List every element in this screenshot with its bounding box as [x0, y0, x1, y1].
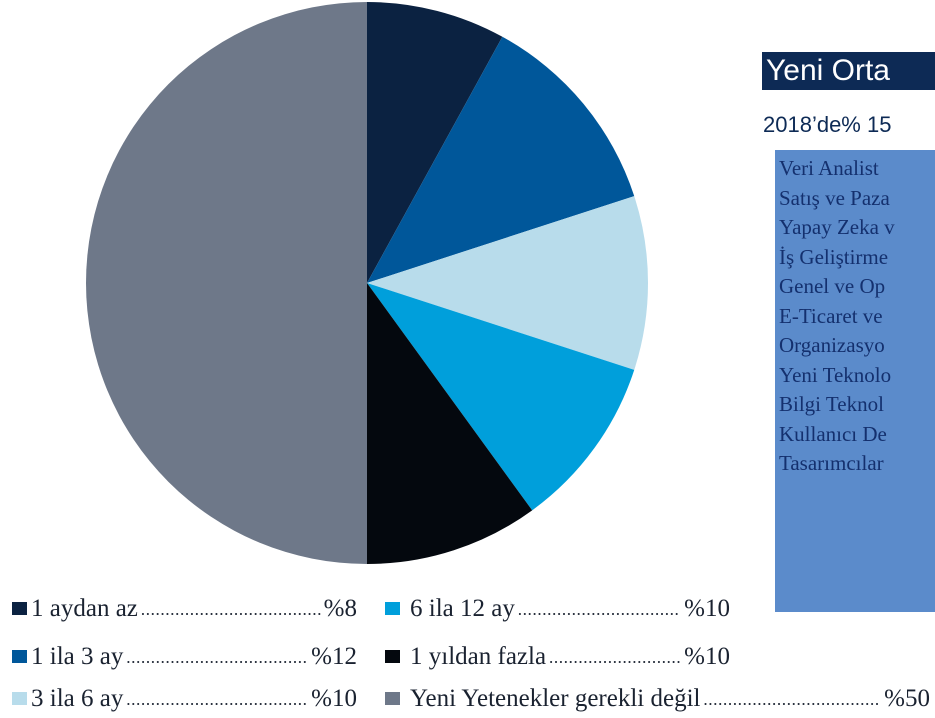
legend-value: %10 [684, 595, 730, 622]
legend-value: %8 [324, 595, 357, 622]
pie-slice [367, 2, 503, 283]
panel-item: Tasarımcılar [779, 451, 884, 475]
pie-slice [86, 2, 367, 564]
panel-subtitle: 2018’de% 15 [763, 112, 892, 137]
panel-item: Yapay Zeka v [779, 215, 895, 239]
legend-swatch [12, 650, 27, 663]
pie-slice [367, 283, 533, 564]
legend-label: 1 yıldan fazla [410, 643, 546, 670]
panel-list: Veri Analist Satış ve Paza Yapay Zeka v İş … [775, 150, 935, 612]
legend-label: 6 ila 12 ay [410, 595, 515, 622]
pie-slice [367, 196, 649, 370]
panel-item: Yeni Teknolo [779, 362, 892, 387]
pie-slice [367, 36, 635, 283]
legend-swatch [12, 602, 27, 615]
panel-item: Organizasyo [779, 333, 885, 357]
pie-slice [367, 283, 635, 511]
panel-item: İş Geliştirme [779, 244, 889, 269]
legend-value: %10 [311, 685, 357, 712]
legend-label: 1 aydan az [31, 595, 138, 622]
legend-swatch [385, 602, 400, 615]
legend-swatch [385, 692, 400, 705]
legend-swatch [385, 650, 400, 663]
panel-item: Kullanıcı De [779, 421, 887, 446]
legend-value: %12 [311, 643, 357, 670]
panel-item: Genel ve Op [779, 274, 886, 298]
panel-item: E-Ticaret ve [779, 303, 883, 328]
legend-value: %50 [884, 685, 930, 712]
legend-value: %10 [684, 643, 730, 670]
panel-item: Bilgi Teknol [779, 392, 884, 416]
panel-item: Satış ve Paza [779, 185, 890, 210]
panel-title: Yeni Orta [762, 52, 935, 90]
legend-label: Yeni Yetenekler gerekli değil [410, 685, 701, 712]
panel-item: Veri Analist [779, 156, 879, 180]
legend-label: 3 ila 6 ay [31, 685, 124, 712]
legend-swatch [12, 692, 27, 705]
legend-label: 1 ila 3 ay [31, 643, 124, 670]
